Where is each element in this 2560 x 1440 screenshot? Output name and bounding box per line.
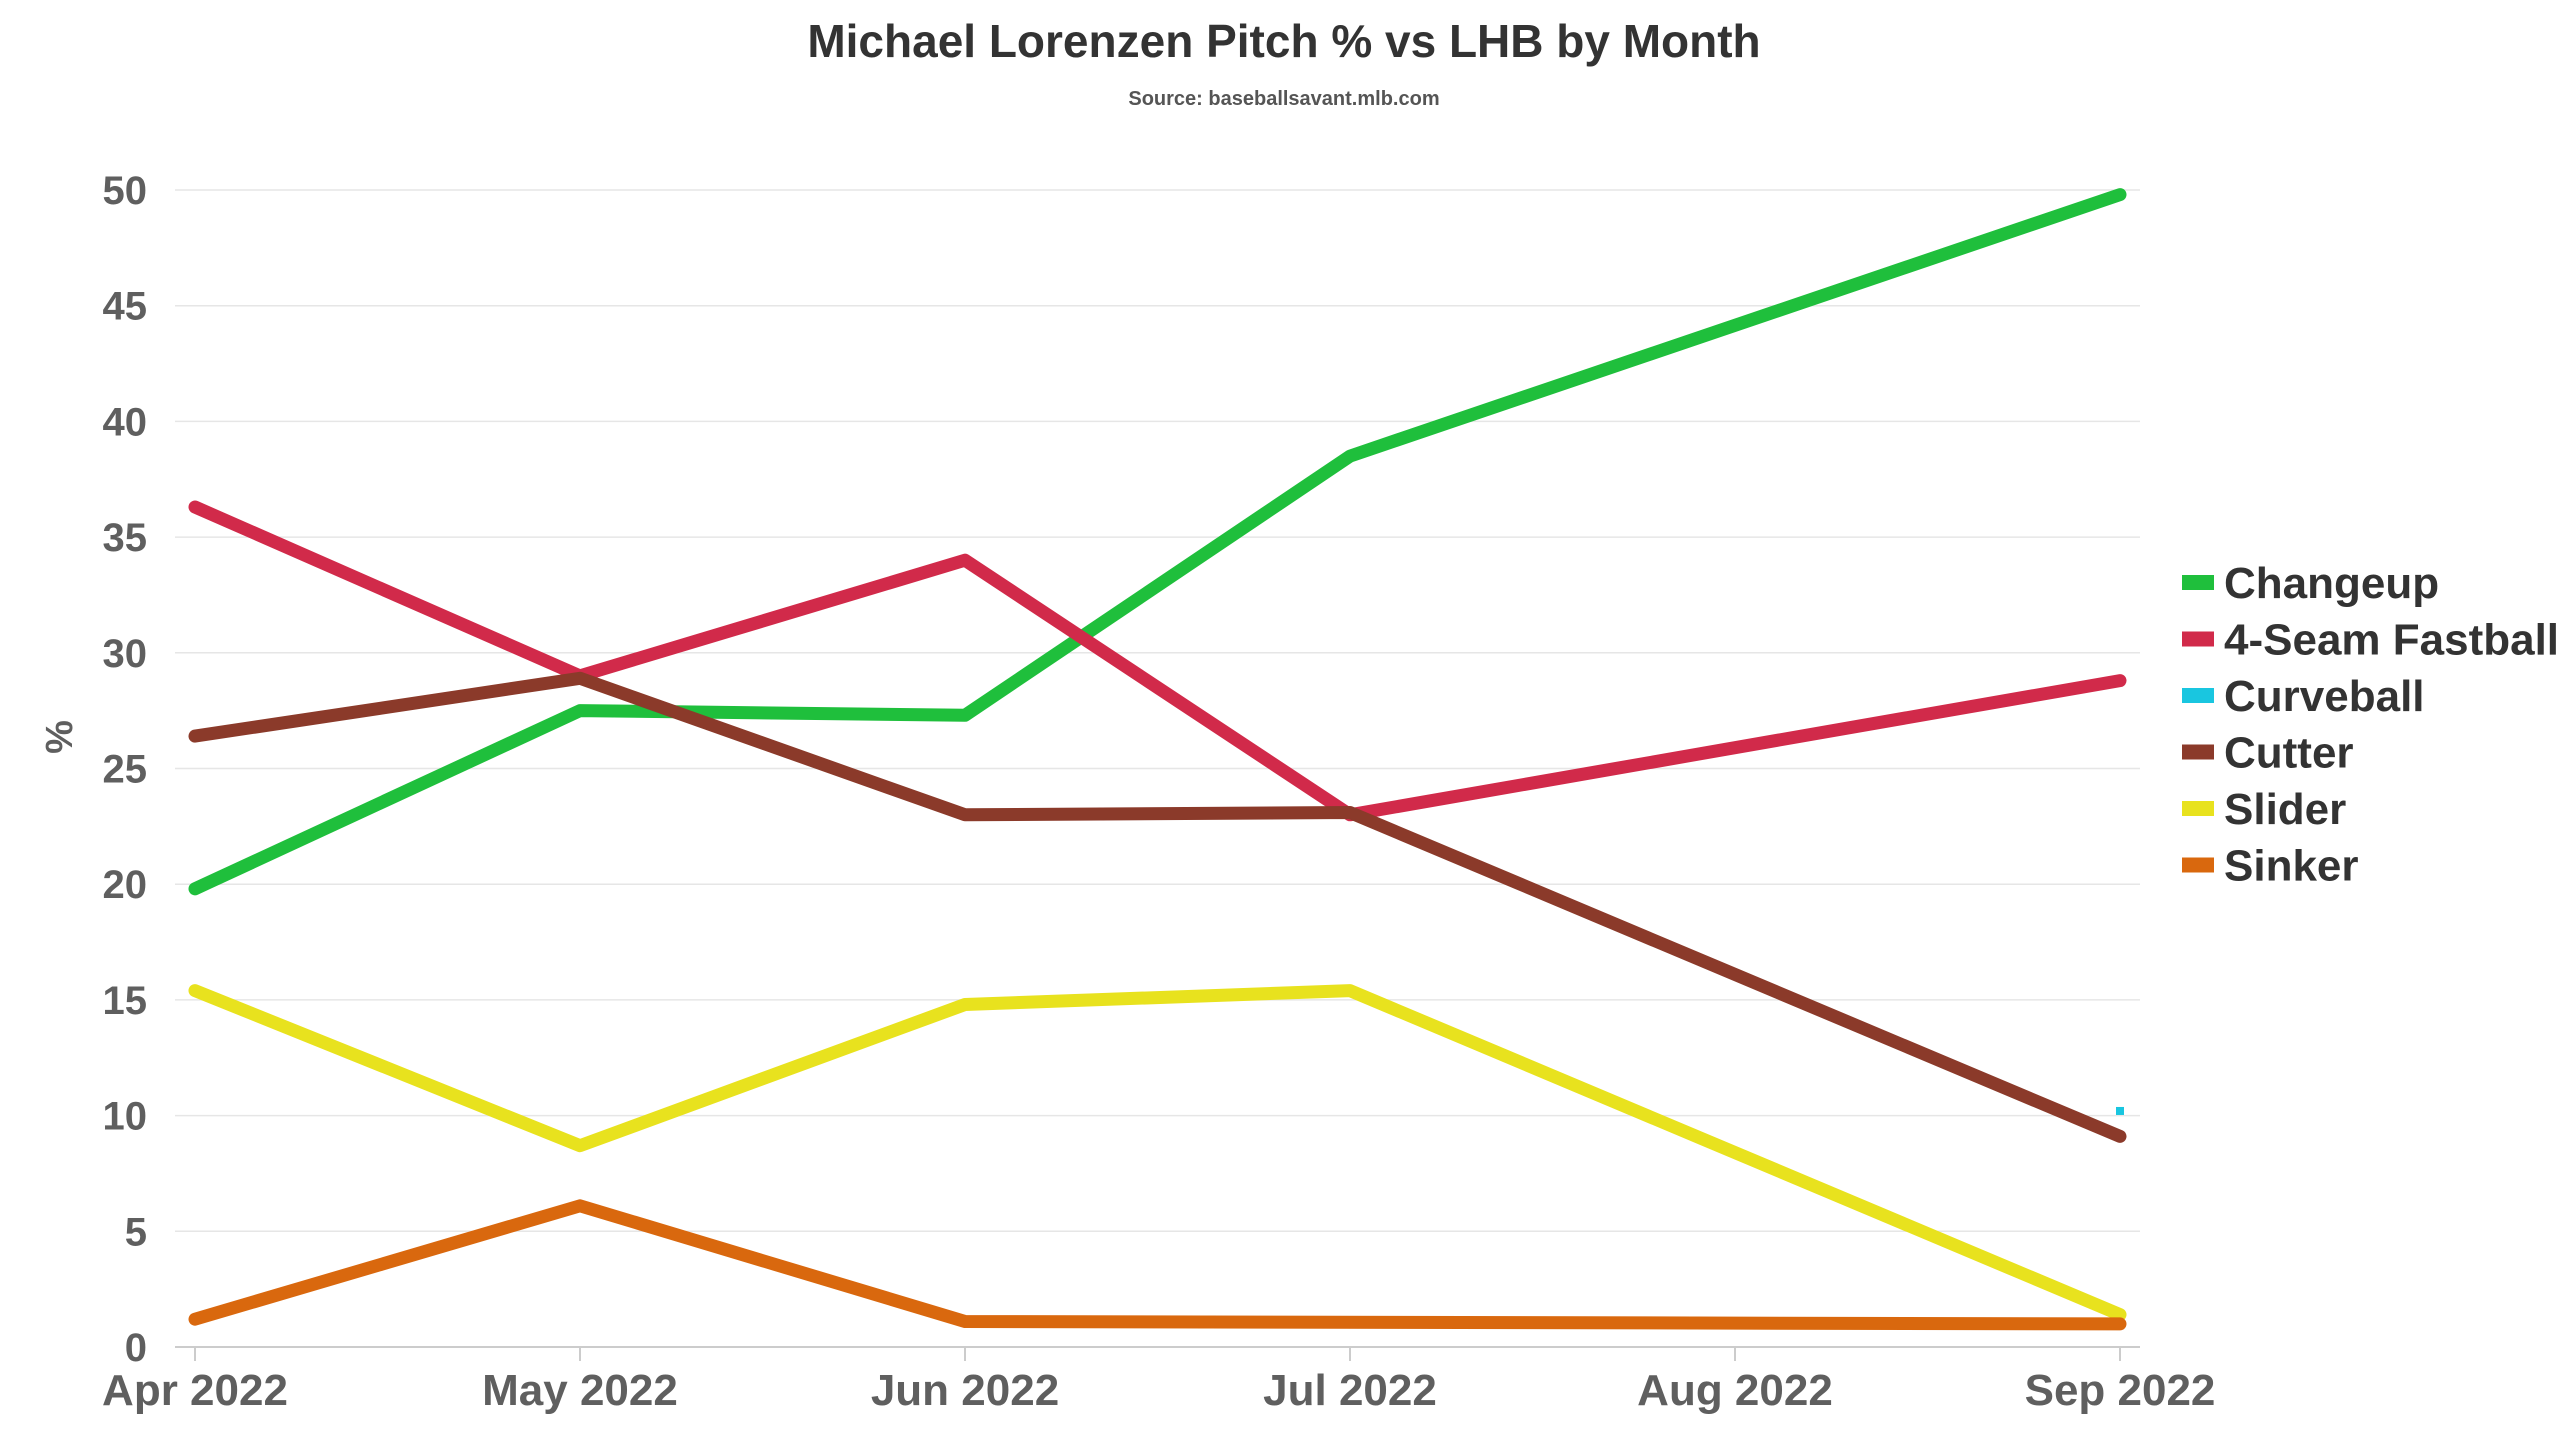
series-line <box>188 1199 2127 1331</box>
series-line <box>188 188 2127 896</box>
legend: Changeup 4-Seam Fastball Curveball Cutter Sl… <box>2182 559 2559 891</box>
x-tick-label: May 2022 <box>482 1366 678 1415</box>
legend-swatch <box>2182 688 2214 703</box>
legend-swatch <box>2182 801 2214 816</box>
series-point <box>2116 1106 2124 1115</box>
legend-label: Slider <box>2224 785 2346 834</box>
legend-swatch <box>2182 575 2214 590</box>
y-tick-label: 45 <box>103 285 148 329</box>
y-tick-label: 0 <box>125 1326 147 1370</box>
x-tick-label: Jul 2022 <box>1263 1366 1437 1415</box>
legend-label: 4-Seam Fastball <box>2224 616 2559 665</box>
y-tick-label: 35 <box>103 516 148 560</box>
y-tick-label: 30 <box>103 632 148 676</box>
y-tick-label: 40 <box>103 400 148 444</box>
legend-label: Sinker <box>2224 842 2359 891</box>
y-tick-label: 20 <box>103 863 148 907</box>
chart-subtitle: Source: baseballsavant.mlb.com <box>1128 88 1439 110</box>
x-tick-label: Sep 2022 <box>2025 1366 2216 1415</box>
series-line <box>188 671 2127 1143</box>
legend-label: Curveball <box>2224 672 2425 721</box>
x-tick-label: Aug 2022 <box>1637 1366 1833 1415</box>
y-tick-label: 15 <box>103 979 148 1023</box>
legend-swatch <box>2182 857 2214 873</box>
legend-swatch <box>2182 631 2214 647</box>
x-tick-label: Apr 2022 <box>102 1366 288 1415</box>
y-axis-ticks: 0 5 10 15 20 25 30 35 40 45 50 <box>103 169 148 1370</box>
legend-swatch <box>2182 744 2214 760</box>
series-line <box>188 984 2127 1322</box>
y-tick-label: 50 <box>103 169 148 213</box>
series-line <box>188 500 2127 822</box>
y-tick-label: 25 <box>103 748 148 792</box>
y-tick-label: 5 <box>125 1210 147 1254</box>
legend-label: Cutter <box>2224 729 2354 778</box>
y-axis-label: % <box>39 720 81 754</box>
x-tick-label: Jun 2022 <box>871 1366 1059 1415</box>
y-tick-label: 10 <box>103 1095 148 1139</box>
legend-label: Changeup <box>2224 559 2439 608</box>
series-lines <box>188 188 2127 1331</box>
x-axis-ticks: Apr 2022 May 2022 Jun 2022 Jul 2022 Aug 2022… <box>102 1347 2215 1415</box>
chart-title: Michael Lorenzen Pitch % vs LHB by Month <box>807 15 1760 67</box>
